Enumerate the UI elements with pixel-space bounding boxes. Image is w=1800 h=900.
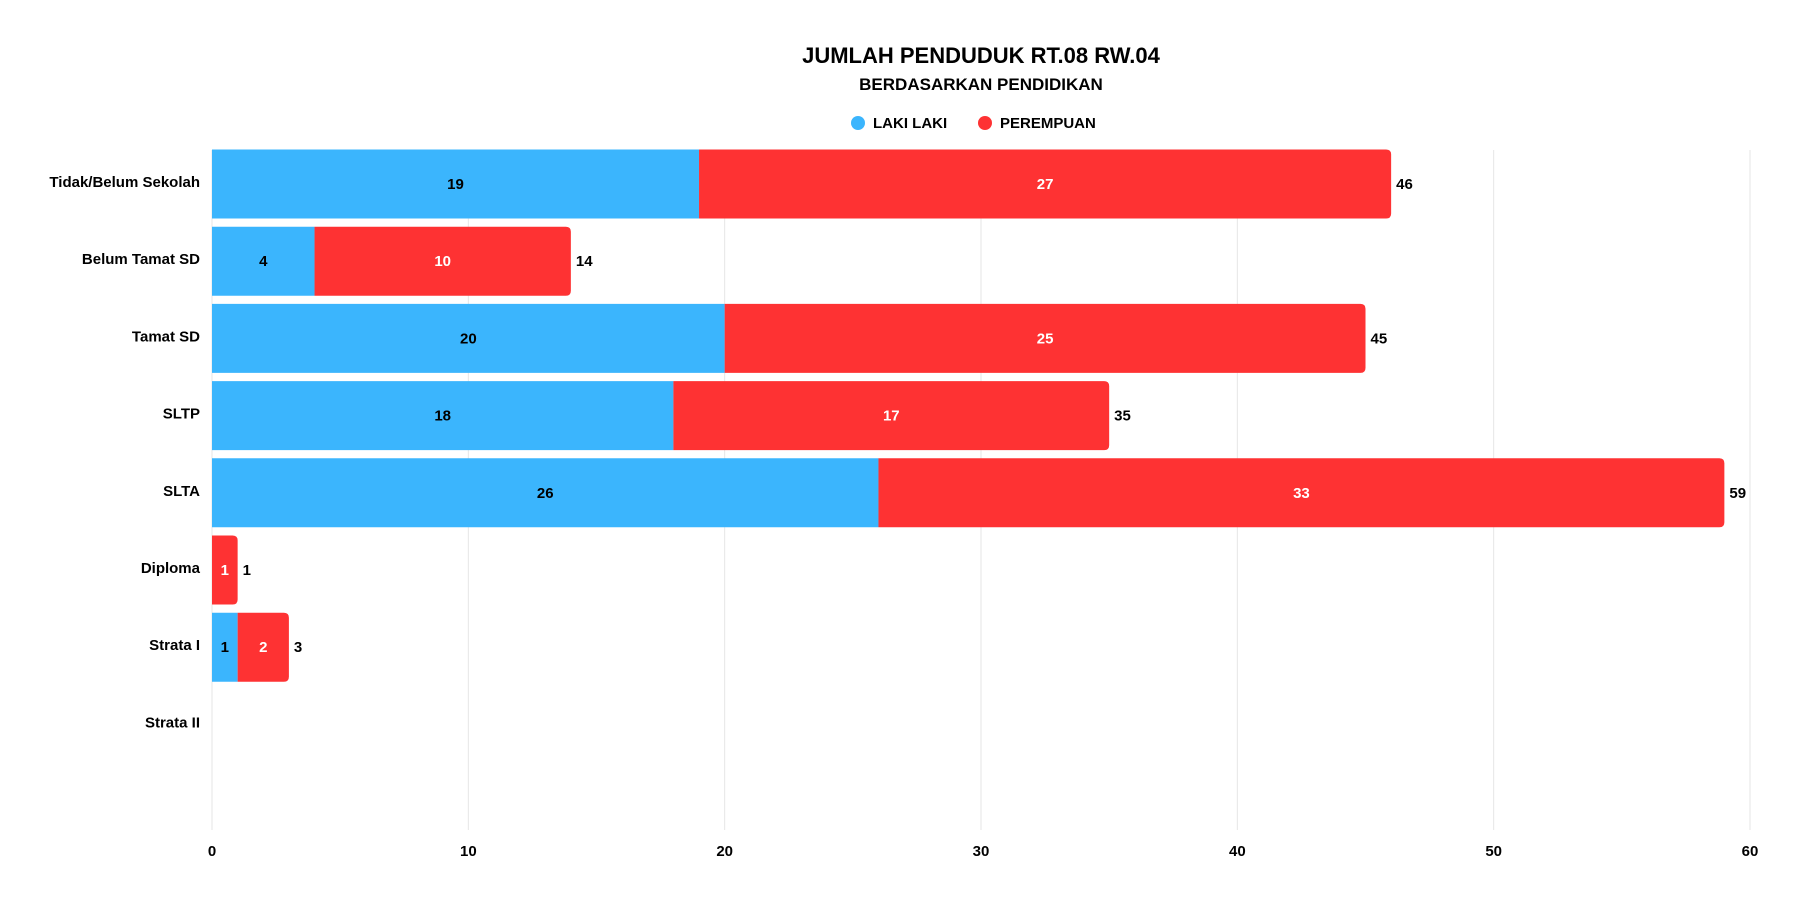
data-label-laki-laki: 19 [447,176,464,193]
chart-title: JUMLAH PENDUDUK RT.08 RW.04 [802,43,1161,68]
bar-perempuan [724,303,1366,373]
data-label-perempuan: 1 [221,562,229,579]
category-labels: Tidak/Belum Sekolah Belum Tamat SD Tamat S… [49,174,200,731]
bar-perempuan [314,226,571,296]
bar-laki-laki [212,612,238,682]
category-label: Tidak/Belum Sekolah [49,174,200,191]
bar-laki-laki [212,149,700,219]
data-label-laki-laki: 26 [537,485,554,502]
total-label: 59 [1729,485,1746,502]
data-label-laki-laki: 1 [221,639,229,656]
total-label: 35 [1114,408,1131,425]
legend: LAKI LAKI PEREMPUAN [851,115,1096,132]
x-tick-label: 30 [973,843,990,860]
data-label-laki-laki: 20 [460,330,477,347]
legend-marker-laki-laki [851,116,865,130]
total-label: 1 [243,562,251,579]
bar-perempuan [699,149,1392,219]
data-label-perempuan: 25 [1037,330,1054,347]
category-label: Belum Tamat SD [82,251,200,268]
bar-laki-laki [212,458,879,528]
x-tick-label: 10 [460,843,477,860]
data-label-perempuan: 10 [434,253,451,270]
bar-laki-laki [212,303,725,373]
bar-perempuan [237,612,289,682]
x-tick-label: 20 [716,843,733,860]
bar-perempuan [212,535,238,605]
category-label: Strata I [149,637,200,654]
category-label: Strata II [145,714,200,731]
x-tick-label: 40 [1229,843,1246,860]
data-label-perempuan: 17 [883,408,900,425]
category-label: SLTA [163,483,200,500]
data-label-perempuan: 27 [1037,176,1054,193]
total-label: 46 [1396,176,1413,193]
bar-laki-laki [212,226,315,296]
data-label-perempuan: 2 [259,639,267,656]
bar-perempuan [673,381,1110,451]
category-label: Tamat SD [132,328,200,345]
bar-perempuan [878,458,1725,528]
category-label: Diploma [141,560,201,577]
legend-label-laki-laki: LAKI LAKI [873,115,947,132]
total-label: 14 [576,253,593,270]
x-axis-ticks: 0 10 20 30 40 50 60 [208,843,1759,860]
x-tick-label: 60 [1742,843,1759,860]
bars [212,149,1725,682]
bar-laki-laki [212,381,674,451]
category-label: SLTP [163,406,200,423]
chart-subtitle: BERDASARKAN PENDIDIKAN [859,75,1103,94]
x-tick-label: 50 [1485,843,1502,860]
data-label-laki-laki: 4 [259,253,268,270]
data-label-perempuan: 33 [1293,485,1310,502]
legend-marker-perempuan [978,116,992,130]
data-label-laki-laki: 18 [434,408,451,425]
total-label: 45 [1371,330,1388,347]
legend-label-perempuan: PEREMPUAN [1000,115,1096,132]
x-tick-label: 0 [208,843,216,860]
total-label: 3 [294,639,302,656]
